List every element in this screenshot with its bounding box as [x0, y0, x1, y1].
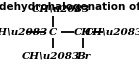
Text: Br: Br	[76, 52, 90, 61]
Text: CH\u2083: CH\u2083	[0, 28, 49, 37]
Text: C: C	[49, 28, 57, 37]
Text: CH\u2083: CH\u2083	[85, 28, 139, 37]
Text: CH\u2083: CH\u2083	[32, 4, 90, 13]
Text: CH: CH	[74, 28, 92, 37]
Text: dehydrohalogenation of: dehydrohalogenation of	[0, 2, 139, 12]
Text: CH\u2083: CH\u2083	[22, 52, 81, 61]
